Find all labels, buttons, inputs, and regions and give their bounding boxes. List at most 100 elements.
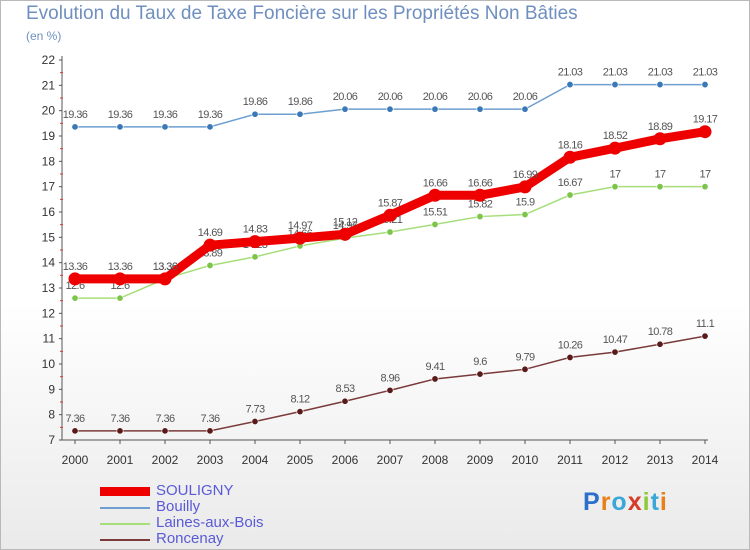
x-tick-label: 2004 bbox=[242, 453, 269, 467]
data-label-roncenay: 9.6 bbox=[473, 356, 487, 368]
data-label-souligny: 14.83 bbox=[243, 224, 268, 236]
data-point-bouilly bbox=[521, 105, 529, 113]
x-tick-label: 2013 bbox=[647, 453, 674, 467]
chart-subtitle: (en %) bbox=[26, 29, 62, 43]
x-tick-label: 2009 bbox=[467, 453, 494, 467]
logo-letter: r bbox=[600, 488, 612, 516]
data-point-laines-aux-bois bbox=[521, 211, 529, 219]
y-tick-label: 15 bbox=[42, 230, 56, 244]
data-label-souligny: 13.36 bbox=[153, 261, 178, 273]
y-tick-label: 20 bbox=[42, 104, 56, 118]
data-point-roncenay bbox=[161, 427, 169, 435]
y-tick-label: 18 bbox=[42, 154, 56, 168]
data-label-souligny: 16.66 bbox=[468, 177, 493, 189]
legend-swatch bbox=[100, 539, 150, 541]
x-tick-label: 2008 bbox=[422, 453, 449, 467]
data-label-roncenay: 10.47 bbox=[603, 334, 628, 346]
y-tick-label: 8 bbox=[48, 408, 55, 422]
data-label-laines-aux-bois: 15.9 bbox=[515, 197, 534, 209]
y-tick-label: 13 bbox=[42, 281, 56, 295]
data-point-souligny bbox=[293, 231, 307, 245]
data-point-souligny bbox=[608, 141, 622, 155]
data-point-bouilly bbox=[566, 81, 574, 89]
data-point-laines-aux-bois bbox=[431, 220, 439, 228]
data-point-laines-aux-bois bbox=[611, 183, 619, 191]
data-label-souligny: 18.89 bbox=[648, 121, 673, 133]
data-point-souligny bbox=[473, 188, 487, 202]
data-point-bouilly bbox=[116, 123, 124, 131]
logo-letter: i bbox=[642, 488, 651, 516]
data-point-souligny bbox=[68, 272, 82, 286]
data-label-souligny: 19.17 bbox=[693, 114, 718, 126]
data-label-souligny: 16.99 bbox=[513, 169, 538, 181]
data-point-roncenay bbox=[656, 340, 664, 348]
data-label-roncenay: 10.78 bbox=[648, 326, 673, 338]
data-point-laines-aux-bois bbox=[71, 294, 79, 302]
data-point-roncenay bbox=[341, 397, 349, 405]
data-point-bouilly bbox=[341, 105, 349, 113]
data-label-roncenay: 8.96 bbox=[380, 372, 399, 384]
y-tick-label: 21 bbox=[42, 78, 56, 92]
data-point-laines-aux-bois bbox=[656, 183, 664, 191]
logo-letter: x bbox=[627, 488, 643, 516]
data-label-roncenay: 10.26 bbox=[558, 339, 583, 351]
data-label-bouilly: 19.36 bbox=[153, 109, 178, 121]
data-label-roncenay: 7.36 bbox=[110, 413, 129, 425]
data-label-roncenay: 7.36 bbox=[200, 413, 219, 425]
data-point-bouilly bbox=[251, 110, 259, 118]
y-tick-label: 9 bbox=[48, 382, 55, 396]
proxiti-logo: Proxiti bbox=[583, 488, 668, 517]
x-tick-label: 2002 bbox=[152, 453, 179, 467]
data-label-laines-aux-bois: 17 bbox=[654, 169, 666, 181]
data-point-bouilly bbox=[431, 105, 439, 113]
y-tick-label: 17 bbox=[42, 180, 56, 194]
y-tick-label: 22 bbox=[42, 53, 56, 67]
data-point-souligny bbox=[158, 272, 172, 286]
data-label-roncenay: 9.41 bbox=[425, 361, 444, 373]
x-tick-label: 2000 bbox=[62, 453, 89, 467]
y-tick-label: 7 bbox=[48, 433, 55, 447]
data-point-roncenay bbox=[71, 427, 79, 435]
data-point-bouilly bbox=[701, 81, 709, 89]
chart-title: Evolution du Taux de Taxe Foncière sur l… bbox=[26, 3, 578, 24]
data-label-laines-aux-bois: 15.82 bbox=[468, 199, 493, 211]
data-label-souligny: 13.36 bbox=[63, 261, 88, 273]
x-tick-label: 2005 bbox=[287, 453, 314, 467]
data-label-bouilly: 20.06 bbox=[378, 91, 403, 103]
data-label-souligny: 16.66 bbox=[423, 177, 448, 189]
logo-letter: o bbox=[611, 488, 628, 516]
data-point-souligny bbox=[698, 125, 712, 139]
data-label-souligny: 18.52 bbox=[603, 130, 628, 142]
data-point-roncenay bbox=[116, 427, 124, 435]
data-point-bouilly bbox=[71, 123, 79, 131]
data-point-souligny bbox=[653, 132, 667, 146]
data-label-bouilly: 19.36 bbox=[63, 109, 88, 121]
data-point-roncenay bbox=[566, 353, 574, 361]
data-point-bouilly bbox=[386, 105, 394, 113]
legend-swatch bbox=[100, 487, 150, 496]
legend-swatch bbox=[100, 523, 150, 525]
data-point-bouilly bbox=[656, 81, 664, 89]
data-point-roncenay bbox=[206, 427, 214, 435]
data-label-bouilly: 20.06 bbox=[513, 91, 538, 103]
data-label-souligny: 15.12 bbox=[333, 216, 358, 228]
data-label-roncenay: 9.79 bbox=[515, 351, 534, 363]
data-point-roncenay bbox=[611, 348, 619, 356]
data-point-laines-aux-bois bbox=[476, 213, 484, 221]
data-point-laines-aux-bois bbox=[206, 261, 214, 269]
logo-letter: t bbox=[650, 488, 660, 516]
data-point-roncenay bbox=[251, 418, 259, 426]
data-label-bouilly: 20.06 bbox=[423, 91, 448, 103]
data-point-souligny bbox=[338, 227, 352, 241]
data-label-souligny: 13.36 bbox=[108, 261, 133, 273]
legend-label: Laines-aux-Bois bbox=[156, 514, 264, 531]
data-label-souligny: 14.69 bbox=[198, 227, 223, 239]
y-tick-label: 11 bbox=[43, 332, 56, 346]
legend-label: SOULIGNY bbox=[156, 482, 234, 499]
data-label-bouilly: 19.36 bbox=[108, 109, 133, 121]
x-tick-label: 2011 bbox=[557, 453, 583, 467]
x-tick-label: 2014 bbox=[692, 453, 719, 467]
data-point-souligny bbox=[203, 238, 217, 252]
data-label-roncenay: 8.53 bbox=[335, 383, 354, 395]
